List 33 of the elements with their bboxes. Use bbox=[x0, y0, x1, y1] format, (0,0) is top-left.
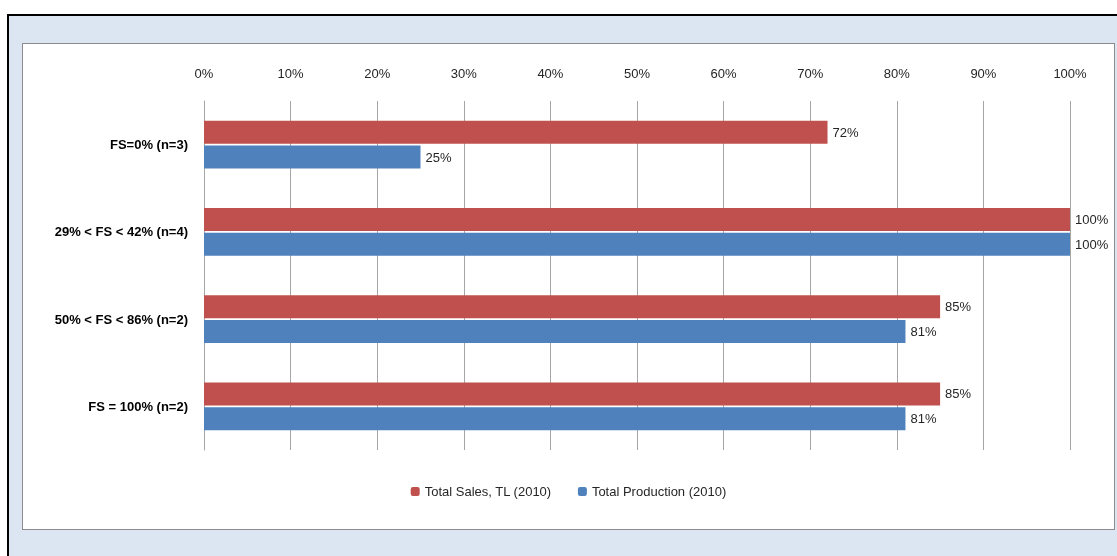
bar bbox=[204, 232, 1070, 256]
x-tick-label: 60% bbox=[710, 66, 738, 81]
x-tick-label: 30% bbox=[450, 66, 478, 81]
y-tick-label: FS=0% (n=3) bbox=[109, 137, 188, 153]
data-label: 100% bbox=[1075, 236, 1109, 252]
x-tick-label: 70% bbox=[797, 66, 824, 81]
bar bbox=[204, 120, 828, 144]
x-tick-label: 80% bbox=[883, 66, 911, 81]
x-tick-label: 0% bbox=[194, 66, 214, 81]
data-label: 100% bbox=[1075, 211, 1109, 227]
data-label: 81% bbox=[910, 324, 937, 340]
bar bbox=[204, 407, 906, 431]
bar bbox=[204, 320, 906, 344]
legend-label: Total Production (2010) bbox=[591, 484, 727, 499]
x-tick-label: 90% bbox=[970, 66, 997, 81]
bar bbox=[204, 382, 941, 406]
data-label: 81% bbox=[910, 411, 937, 427]
y-tick-label: 29% < FS < 42% (n=4) bbox=[54, 224, 188, 240]
y-tick-label: 50% < FS < 86% (n=2) bbox=[54, 311, 188, 327]
x-tick-label: 50% bbox=[623, 66, 651, 81]
bar bbox=[204, 207, 1070, 231]
data-label: 85% bbox=[945, 299, 972, 315]
y-tick-label: FS = 100% (n=2) bbox=[88, 398, 188, 414]
data-label: 25% bbox=[425, 149, 452, 165]
data-label: 72% bbox=[832, 124, 859, 140]
bar bbox=[204, 145, 421, 169]
x-tick-label: 20% bbox=[364, 66, 391, 81]
bar bbox=[204, 295, 941, 319]
legend-label: Total Sales, TL (2010) bbox=[424, 484, 552, 499]
data-label: 85% bbox=[945, 386, 972, 402]
x-tick-label: 100% bbox=[1053, 66, 1088, 81]
x-tick-label: 40% bbox=[537, 66, 564, 81]
x-tick-label: 10% bbox=[277, 66, 305, 81]
